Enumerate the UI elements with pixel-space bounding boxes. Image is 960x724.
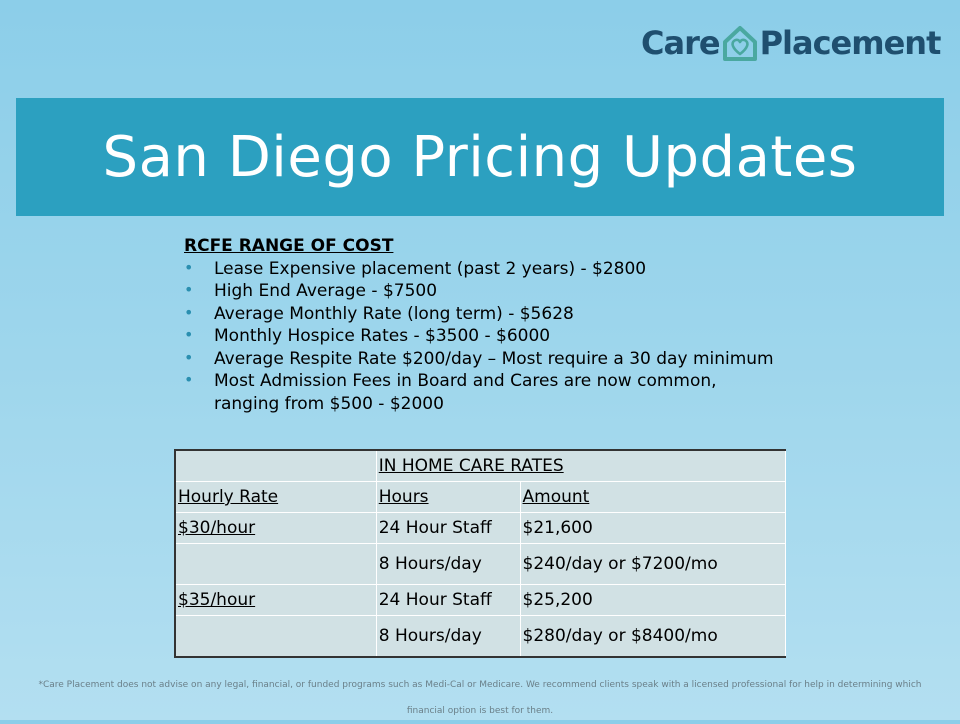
title-band: San Diego Pricing Updates [16,98,944,216]
logo-text-placement: Placement [759,24,942,62]
table-header-row: Hourly Rate Hours Amount [174,481,787,513]
header-hours: Hours [375,481,521,513]
page-title: San Diego Pricing Updates [102,124,858,190]
cell-hourly-rate: $30/hour [174,512,377,544]
table-row: $35/hour 24 Hour Staff $25,200 [174,584,787,616]
list-item: Monthly Hospice Rates - $3500 - $6000 [184,324,784,348]
rcfe-heading: RCFE RANGE OF COST [184,236,394,256]
table-row: 8 Hours/day $240/day or $7200/mo [174,543,787,585]
care-placement-logo: Care Placement [641,22,942,64]
rcfe-cost-section: RCFE RANGE OF COST Lease Expensive place… [184,235,784,415]
cell-hourly-rate [174,615,377,658]
header-hourly-rate: Hourly Rate [174,481,377,513]
house-heart-icon [722,26,757,61]
logo-text-care: Care [641,24,721,62]
cell-hourly-rate: $35/hour [174,584,377,616]
list-item: Most Admission Fees in Board and Cares a… [184,369,784,415]
cell-amount: $21,600 [519,512,787,544]
header-amount: Amount [519,481,787,513]
table-row: $30/hour 24 Hour Staff $21,600 [174,512,787,544]
cell-hours: 24 Hour Staff [375,512,521,544]
cell-hours: 8 Hours/day [375,615,521,658]
cell-amount: $240/day or $7200/mo [519,543,787,585]
disclaimer-footnote: *Care Placement does not advise on any l… [38,680,922,716]
table-title-row: IN HOME CARE RATES [174,449,787,482]
cell-amount: $280/day or $8400/mo [519,615,787,658]
in-home-rates-table: IN HOME CARE RATES Hourly Rate Hours Amo… [174,449,787,658]
rcfe-list: Lease Expensive placement (past 2 years)… [184,257,784,416]
list-item: High End Average - $7500 [184,279,784,303]
list-item: Average Respite Rate $200/day – Most req… [184,347,784,371]
table-title: IN HOME CARE RATES [375,449,787,482]
cell-hourly-rate [174,543,377,585]
cell-hours: 24 Hour Staff [375,584,521,616]
cell-hours: 8 Hours/day [375,543,521,585]
table-title-spacer [174,449,377,482]
list-item: Average Monthly Rate (long term) - $5628 [184,302,784,326]
list-item: Lease Expensive placement (past 2 years)… [184,257,784,281]
table-row: 8 Hours/day $280/day or $8400/mo [174,615,787,658]
cell-amount: $25,200 [519,584,787,616]
